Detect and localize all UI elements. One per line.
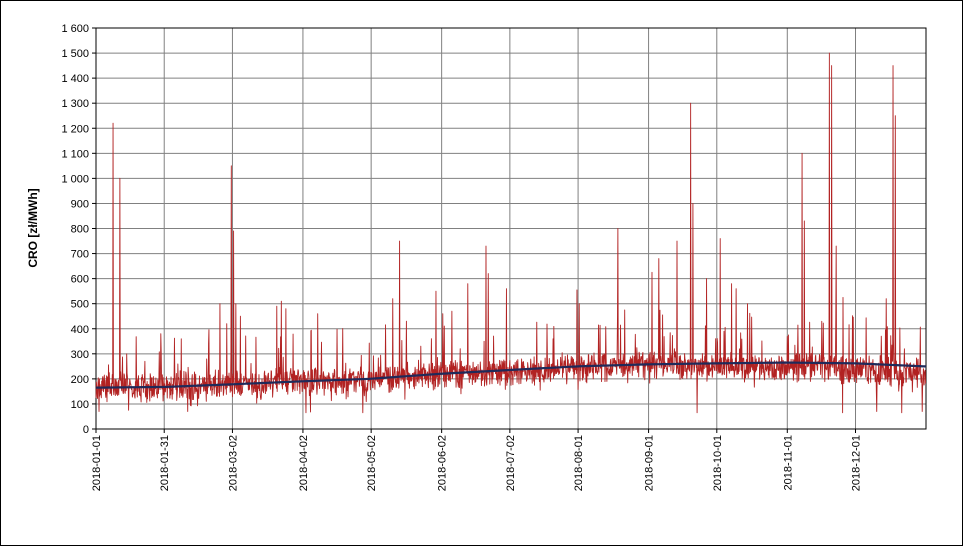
x-tick-label: 2018-01-31 bbox=[159, 435, 171, 491]
y-tick-label: 1 600 bbox=[61, 23, 89, 35]
x-tick-label: 2018-12-01 bbox=[851, 435, 863, 491]
y-tick-label: 200 bbox=[71, 374, 89, 386]
y-tick-label: 700 bbox=[71, 249, 89, 261]
y-tick-label: 100 bbox=[71, 399, 89, 411]
y-tick-label: 300 bbox=[71, 349, 89, 361]
y-tick-label: 0 bbox=[83, 424, 89, 436]
y-tick-label: 1 300 bbox=[61, 98, 89, 110]
x-axis-ticks: 2018-01-01 2018-01-31 2018-03-02 2018-04-02… bbox=[91, 429, 863, 491]
series-price-line bbox=[95, 52, 927, 414]
y-tick-label: 1 500 bbox=[61, 48, 89, 60]
x-tick-label: 2018-04-02 bbox=[298, 435, 310, 491]
series-trend-line bbox=[95, 361, 926, 389]
y-tick-label: 400 bbox=[71, 324, 89, 336]
x-tick-label: 2018-11-01 bbox=[782, 435, 794, 490]
y-tick-label: 1 100 bbox=[61, 148, 89, 160]
y-tick-label: 500 bbox=[71, 299, 89, 311]
x-tick-label: 2018-01-01 bbox=[91, 435, 103, 491]
x-tick-label: 2018-05-02 bbox=[366, 435, 378, 491]
y-tick-label: 600 bbox=[71, 274, 89, 286]
y-tick-label: 1 200 bbox=[61, 123, 89, 135]
y-tick-label: 1 400 bbox=[61, 73, 89, 85]
y-tick-label: 900 bbox=[71, 198, 89, 210]
x-tick-label: 2018-07-02 bbox=[505, 435, 517, 491]
x-tick-label: 2018-09-01 bbox=[644, 435, 656, 491]
x-tick-label: 2018-06-02 bbox=[437, 435, 449, 491]
y-tick-label: 800 bbox=[71, 224, 89, 236]
y-axis-title: CRO [zł/MWh] bbox=[26, 188, 40, 267]
x-tick-label: 2018-08-01 bbox=[573, 435, 585, 491]
x-tick-label: 2018-03-02 bbox=[227, 435, 239, 491]
series-group bbox=[95, 52, 927, 414]
y-axis-ticks: 0 100 200 300 400 500 600 700 800 900 1 000 1 100 1 … bbox=[61, 23, 96, 436]
y-tick-label: 1 000 bbox=[61, 173, 89, 185]
x-tick-label: 2018-10-01 bbox=[712, 435, 724, 491]
